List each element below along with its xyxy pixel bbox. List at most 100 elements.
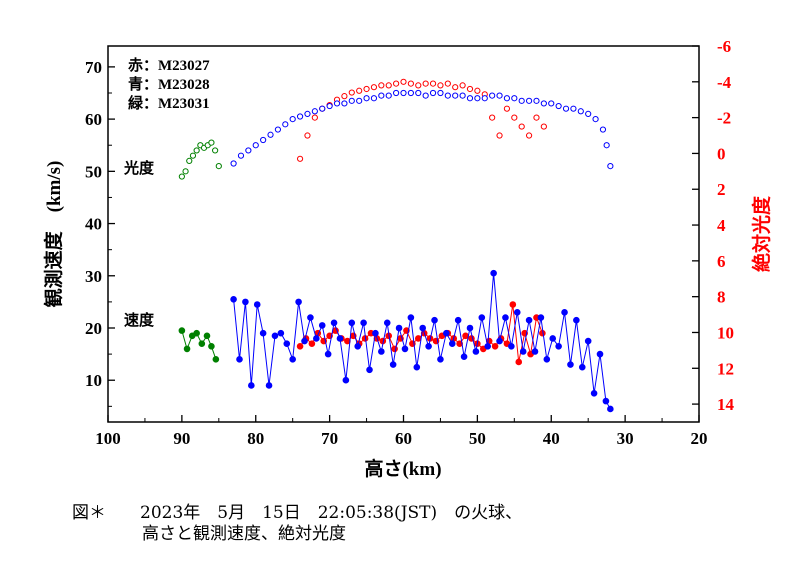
brightness-point-M23028 — [503, 95, 511, 102]
speed-point-M23028 — [324, 350, 332, 358]
brightness-point-M23028 — [518, 97, 525, 104]
speed-point-M23028 — [289, 356, 296, 363]
speed-point-M23027 — [391, 345, 398, 353]
brightness-point-M23028 — [452, 92, 459, 99]
brightness-point-M23027 — [525, 132, 533, 139]
y-right-axis-title: 絶対光度 — [750, 195, 773, 272]
y-right-tick-label: 12 — [717, 359, 734, 378]
speed-point-M23028 — [490, 269, 497, 277]
caption-line-1: 図＊ 2023年 5月 15日 22:05:38(JST) の火球、 — [72, 503, 523, 523]
brightness-point-M23028 — [603, 142, 610, 149]
x-tick-label: 100 — [95, 429, 121, 448]
figure-caption: 図＊ 2023年 5月 15日 22:05:38(JST) の火球、 高さと観測… — [72, 503, 522, 545]
speed-point-M23028 — [313, 335, 320, 342]
y-right-tick-label: 0 — [717, 144, 726, 163]
brightness-point-M23028 — [378, 92, 385, 99]
speed-point-M23027 — [308, 340, 316, 347]
speed-point-M23028 — [607, 405, 614, 413]
brightness-point-M23027 — [370, 84, 378, 91]
speed-point-M23028 — [590, 389, 598, 397]
brightness-point-M23028 — [577, 108, 584, 115]
brightness-point-M23028 — [370, 95, 378, 102]
brightness-point-M23028 — [289, 116, 296, 123]
x-tick-label: 80 — [247, 429, 264, 448]
brightness-point-M23028 — [548, 100, 555, 107]
brightness-point-M23027 — [437, 82, 444, 89]
brightness-point-M23027 — [422, 80, 429, 87]
x-tick-label: 30 — [617, 429, 634, 448]
speed-point-M23031 — [212, 356, 220, 363]
speed-point-M23028 — [259, 329, 267, 337]
brightness-point-M23027 — [400, 78, 407, 85]
speed-point-M23028 — [537, 314, 545, 321]
brightness-point-M23027 — [444, 80, 451, 87]
brightness-point-M23028 — [422, 92, 429, 99]
speed-point-M23028 — [472, 348, 480, 355]
speed-point-M23028 — [277, 329, 285, 337]
brightness-point-M23028 — [319, 105, 326, 112]
speed-point-M23028 — [348, 319, 356, 327]
brightness-point-M23031 — [182, 168, 189, 175]
speed-point-M23028 — [230, 295, 237, 303]
x-axis-title: 高さ(km) — [364, 457, 441, 480]
legend-entry: 赤：M23027 — [128, 56, 210, 74]
brightness-point-M23028 — [348, 97, 355, 104]
speed-point-M23028 — [561, 309, 568, 316]
brightness-point-M23028 — [474, 95, 481, 102]
y-left-tick-label: 70 — [85, 58, 102, 77]
brightness-point-M23027 — [503, 105, 511, 112]
brightness-point-M23028 — [311, 108, 318, 115]
brightness-point-M23028 — [599, 126, 607, 133]
brightness-point-M23031 — [178, 173, 185, 180]
speed-point-M23028 — [419, 324, 427, 332]
brightness-point-M23028 — [267, 131, 274, 138]
y-left-tick-label: 50 — [85, 162, 102, 181]
x-tick-label: 70 — [321, 429, 338, 448]
brightness-point-M23031 — [212, 147, 219, 154]
brightness-point-M23028 — [533, 97, 540, 104]
brightness-point-M23028 — [481, 95, 488, 102]
speed-point-M23028 — [330, 319, 338, 327]
speed-point-M23028 — [513, 309, 521, 316]
brightness-point-M23028 — [363, 95, 370, 102]
brightness-point-M23028 — [304, 110, 311, 117]
speed-point-M23028 — [425, 342, 432, 350]
speed-point-M23028 — [318, 322, 326, 329]
speed-point-M23031 — [198, 340, 206, 347]
speed-point-M23028 — [578, 363, 586, 371]
y-right-tick-label: 2 — [717, 180, 726, 199]
brightness-point-M23027 — [429, 80, 437, 87]
brightness-point-M23027 — [378, 82, 385, 89]
brightness-point-M23028 — [562, 105, 570, 112]
brightness-point-M23028 — [496, 92, 503, 99]
brightness-point-M23028 — [356, 97, 363, 104]
brightness-point-M23027 — [511, 114, 518, 121]
speed-point-M23028 — [443, 329, 450, 337]
brightness-point-M23027 — [540, 123, 547, 130]
speed-point-M23028 — [401, 345, 409, 353]
brightness-point-M23028 — [540, 100, 547, 107]
brightness-point-M23028 — [407, 89, 414, 97]
speed-point-M23028 — [378, 348, 385, 355]
brightness-point-M23028 — [607, 163, 614, 170]
speed-point-M23028 — [295, 298, 302, 306]
y-right-tick-label: -6 — [717, 37, 731, 56]
speed-point-M23028 — [496, 337, 503, 345]
speed-point-M23028 — [448, 340, 456, 347]
brightness-point-M23031 — [186, 157, 193, 164]
brightness-point-M23027 — [296, 155, 304, 162]
y-left-tick-label: 10 — [85, 371, 102, 390]
y-right-tick-label: 6 — [717, 252, 726, 271]
speed-point-M23028 — [383, 319, 391, 327]
brightness-point-M23028 — [511, 95, 518, 102]
speed-point-M23028 — [360, 319, 367, 327]
brightness-point-M23027 — [341, 93, 348, 100]
brightness-point-M23028 — [237, 152, 245, 159]
speed-point-M23028 — [431, 316, 438, 324]
brightness-point-M23027 — [385, 82, 392, 89]
speed-point-M23028 — [478, 314, 486, 321]
brightness-point-M23028 — [555, 102, 562, 110]
y-right-tick-label: 4 — [717, 216, 726, 235]
speed-point-M23028 — [584, 337, 592, 345]
legend-entry: 青：M23028 — [128, 75, 210, 93]
